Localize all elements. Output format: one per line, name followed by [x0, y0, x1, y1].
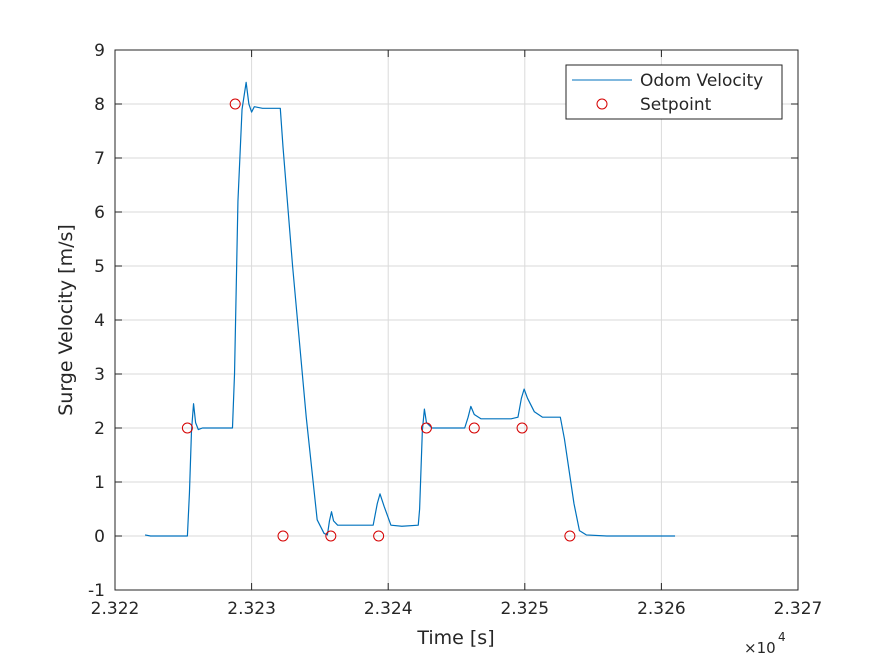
- tick-marks: [114, 49, 799, 591]
- x-tick-label: 2.322: [91, 599, 140, 619]
- y-tick-label: 7: [94, 149, 105, 169]
- setpoint-marker: [325, 530, 337, 542]
- legend-odom-label: Odom Velocity: [640, 71, 763, 91]
- setpoint-marker: [420, 422, 432, 434]
- y-tick-label: 6: [94, 203, 105, 223]
- x-tick-label: 2.325: [500, 599, 549, 619]
- y-tick-label: 5: [94, 257, 105, 277]
- y-tick-label: 1: [94, 473, 105, 493]
- x-axis-label: Time [s]: [416, 627, 494, 649]
- legend-box: [565, 64, 783, 120]
- x-tick-label: 2.324: [364, 599, 413, 619]
- series-layer: [144, 81, 676, 542]
- y-tick-label: 4: [94, 311, 105, 331]
- x-exponent: ×10 4: [744, 630, 786, 657]
- setpoint-marker: [373, 530, 385, 542]
- y-tick-label: -1: [88, 581, 105, 601]
- x-exponent-power: 4: [778, 630, 786, 644]
- y-axis-label: Surge Velocity [m/s]: [55, 224, 77, 416]
- y-tick-label: 9: [94, 41, 105, 61]
- legend-setpoint-marker: [596, 98, 608, 110]
- legend-setpoint-label: Setpoint: [640, 95, 712, 115]
- y-tick-label: 2: [94, 419, 105, 439]
- setpoint-marker: [229, 98, 241, 110]
- x-tick-label: 2.327: [774, 599, 823, 619]
- odom-velocity-line: [144, 81, 676, 537]
- x-tick-labels: 2.322 2.323 2.324 2.325 2.326 2.327: [91, 599, 823, 619]
- setpoint-marker: [516, 422, 528, 434]
- y-tick-label: 8: [94, 95, 105, 115]
- y-tick-label: 0: [94, 527, 105, 547]
- y-tick-label: 3: [94, 365, 105, 385]
- setpoint-marker: [181, 422, 193, 434]
- x-exponent-base: ×10: [744, 639, 776, 657]
- setpoint-marker: [468, 422, 480, 434]
- setpoint-marker: [277, 530, 289, 542]
- x-tick-label: 2.323: [227, 599, 276, 619]
- legend: Odom Velocity Setpoint: [565, 64, 783, 120]
- x-tick-label: 2.326: [637, 599, 686, 619]
- setpoint-marker: [564, 530, 576, 542]
- y-tick-labels: -1 0 1 2 3 4 5 6 7 8 9: [88, 41, 105, 601]
